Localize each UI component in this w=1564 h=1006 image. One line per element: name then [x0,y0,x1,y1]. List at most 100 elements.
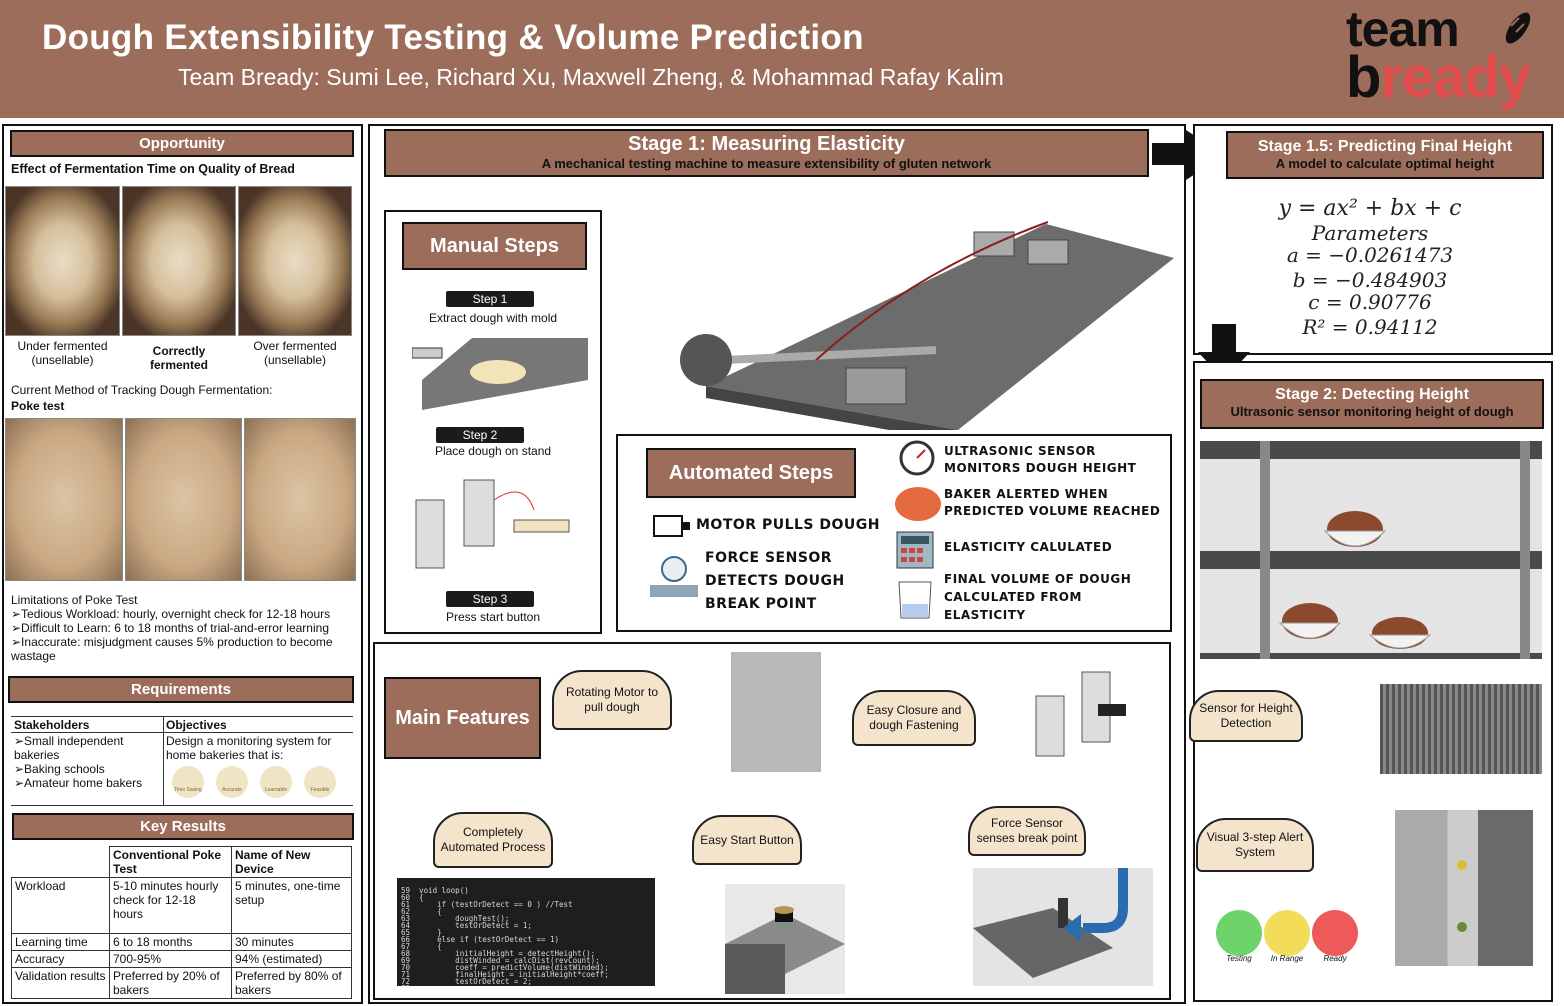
motor-label: Motor pulls dough [696,517,880,533]
step3-desc: Press start button [445,610,541,624]
time-saving-icon: Time Saving [172,766,204,798]
led-green [1457,922,1467,932]
learnable-icon: Learnable [260,766,292,798]
alert-label-ready: Ready [1323,954,1347,963]
alert-light-photo [1395,810,1533,966]
poster-title: Dough Extensibility Testing & Volume Pre… [42,18,864,57]
main-features-heading: Main Features [384,677,541,759]
requirements-heading: Requirements [8,676,354,703]
closure-render [1035,671,1126,757]
stage2-title: Stage 2: Detecting Height [1275,386,1469,403]
kr-cell: Validation results [11,967,110,999]
r-squared: R² = 0.94112 [1302,315,1438,339]
poke-test-label: Poke test [11,399,65,413]
step2-desc: Place dough on stand [434,444,552,458]
feature-automated: Completely Automated Process [433,812,553,868]
kr-cell: 700-95% [109,950,232,968]
stakeholder-2: ➢Baking schools [14,762,105,776]
alert-yellow-icon [1264,910,1310,956]
force-label: Force sensor detects dough break point [705,550,845,612]
code-line: 65 } [401,928,442,937]
objectives-header: Objectives [166,718,227,732]
beaker-icon [898,581,932,619]
kr-row-accuracy: Accuracy 700-95% 94% (estimated) [11,950,352,968]
motor-photo [731,652,821,772]
step3-plate: Step 3 [446,591,534,607]
code-line: 62 { [401,907,442,916]
kr-row-workload: Workload 5-10 minutes hourly check for 1… [11,877,352,934]
under-fermented-photo [5,186,120,336]
force-sensor-icon [650,556,698,597]
poster-subtitle: Team Bready: Sumi Lee, Richard Xu, Maxwe… [178,64,1004,90]
automated-steps-heading: Automated Steps [646,448,856,498]
motor-icon [653,515,690,537]
objective-text: Design a monitoring system for home bake… [166,734,332,762]
requirements-header-line [11,732,353,733]
kr-cell: Learning time [11,933,110,951]
code-line: 60 { [401,893,424,902]
objective-icons: Time Saving Accurate Learnable Feasible [172,766,347,800]
kr-row-learning: Learning time 6 to 18 months 30 minutes [11,933,352,951]
gauge-icon [899,440,935,476]
code-line: 72 testOrDetect = 2; [401,977,532,986]
feature-force-sensor: Force Sensor senses break point [968,806,1086,856]
stakeholders-header: Stakeholders [14,718,90,732]
stage1-title: Stage 1: Measuring Elasticity [628,133,905,155]
code-snippet: 59 void loop() 60 {61 if (testOrDetect ==… [397,878,655,986]
kr-header-row: Conventional Poke Test Name of New Devic… [11,846,352,878]
start-button-render [725,884,845,994]
accurate-icon: Accurate [216,766,248,798]
kr-cell: Preferred by 80% of bakers [231,967,352,999]
force-sensor-render [973,868,1153,986]
stage15-bar: Stage 1.5: Predicting Final Height A mod… [1226,131,1544,179]
code-line: 67 { [401,942,442,951]
final-volume-label: Final volume of dough calculated from el… [944,572,1132,622]
stage2-bar: Stage 2: Detecting Height Ultrasonic sen… [1200,379,1544,429]
kr-cell: Accuracy [11,950,110,968]
code-line: 69 distWinded = calcDist(revCount); [401,956,600,965]
calculator-icon [896,531,934,569]
param-c: c = 0.90776 [1308,290,1432,314]
code-line: 71 finalHeight = initialHeight*coeff; [401,970,609,979]
shelf-render [1200,441,1542,659]
kr-cell: 6 to 18 months [109,933,232,951]
arrow-right-stem [1152,143,1188,165]
logo-team: team [1346,1,1460,57]
param-a: a = −0.0261473 [1286,243,1454,267]
effect-title: Effect of Fermentation Time on Quality o… [11,162,295,176]
kr-cell: 5-10 minutes hourly check for 12-18 hour… [109,877,232,934]
bread-icon [1505,12,1531,44]
dough-mat-illustration [412,338,588,410]
poke-photo-1 [5,418,123,581]
kr-cell: Preferred by 20% of bakers [109,967,232,999]
step1-plate: Step 1 [446,291,534,307]
feature-alert: Visual 3-step Alert System [1196,818,1314,872]
under-label: Under fermented (unsellable) [17,339,108,367]
code-line: 73 [401,985,651,986]
limitation-3: ➢Inaccurate: misjudgment causes 5% produ… [11,635,333,663]
alert-dot-icon [895,487,941,521]
kr-header-2: Name of New Device [231,846,352,878]
code-line: 63 doughTest(); [401,914,510,923]
stage1-desc: A mechanical testing machine to measure … [541,156,992,171]
stakeholder-1: ➢Small independent bakeries [14,734,124,762]
alert-label-testing: Testing [1226,954,1252,963]
stage1-bar: Stage 1: Measuring Elasticity A mechanic… [384,129,1149,177]
code-line: 68 initialHeight = detectHeight(); [401,949,596,958]
ultrasonic-label: Ultrasonic sensor monitors dough height [944,444,1137,475]
arrow-down-stem [1212,324,1236,354]
dough-stand-illustration [415,479,570,569]
correct-label: Correctly fermented [149,344,208,372]
logo-bready: bready [1346,44,1531,111]
feature-sensor-height: Sensor for Height Detection [1189,690,1303,742]
logo-b: b [1346,45,1381,110]
over-label: Over fermented (unsellable) [253,339,337,367]
kr-header-1: Conventional Poke Test [109,846,232,878]
testing-machine-render [680,221,1174,430]
opportunity-heading: Opportunity [10,130,354,157]
code-line: 64 testOrDetect = 1; [401,921,532,930]
header-banner [0,0,1564,118]
equation: y = ax² + bx + c [1278,196,1462,221]
code-line: 59 void loop() [401,886,469,895]
limitations-title: Limitations of Poke Test [11,593,138,607]
